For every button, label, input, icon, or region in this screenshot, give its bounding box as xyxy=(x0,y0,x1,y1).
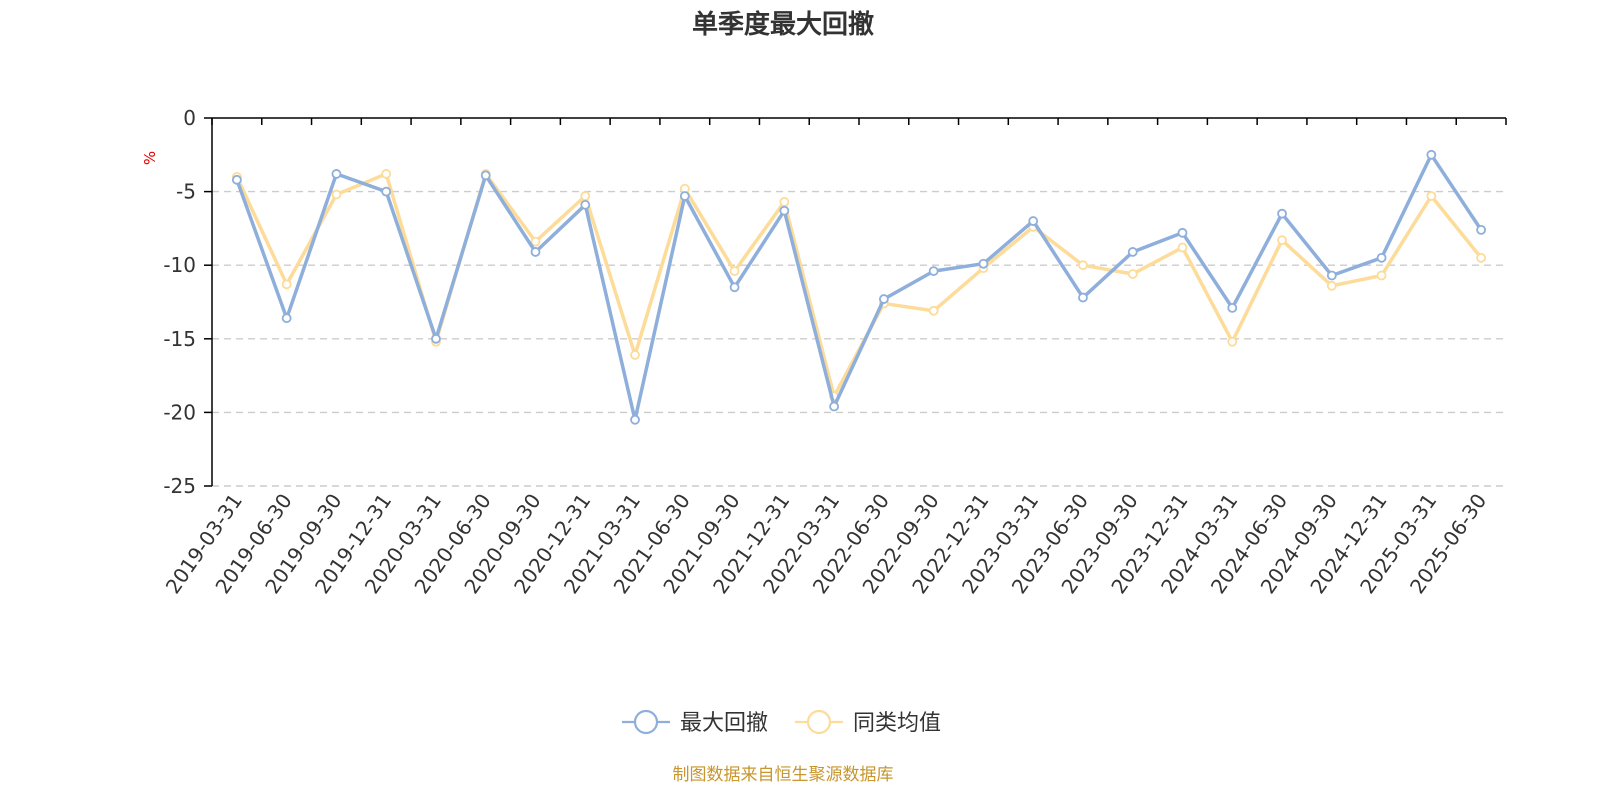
legend-item-1[interactable]: 最大回撤 xyxy=(622,709,768,736)
axes xyxy=(204,117,1507,487)
data-point xyxy=(1426,191,1437,201)
data-point xyxy=(729,282,740,293)
data-point xyxy=(829,401,840,412)
data-point xyxy=(530,236,541,247)
y-axis-tick-labels: 0 -5 -10 -15 -20 -25 xyxy=(163,106,196,498)
data-point xyxy=(1326,270,1337,281)
data-source-note: 制图数据来自恒生聚源数据库 xyxy=(673,765,894,785)
data-point xyxy=(231,174,242,185)
y-tick-label: -25 xyxy=(163,474,196,498)
legend-label: 同类均值 xyxy=(853,711,941,736)
data-point xyxy=(1476,224,1487,235)
data-point xyxy=(480,170,491,181)
y-tick-label: 0 xyxy=(183,106,196,130)
data-point xyxy=(779,197,790,207)
data-point xyxy=(1326,280,1337,291)
data-point xyxy=(1376,270,1387,281)
data-point xyxy=(1177,227,1188,238)
data-point xyxy=(630,350,640,360)
data-point xyxy=(978,258,989,269)
series-1 xyxy=(231,149,1487,425)
data-point xyxy=(1227,336,1238,347)
data-point xyxy=(1376,252,1387,263)
series-2 xyxy=(231,169,1487,402)
legend-circle-icon xyxy=(806,709,832,735)
data-point xyxy=(1028,216,1039,226)
legend-circle-icon xyxy=(633,709,659,735)
chart-title: 单季度最大回撤 xyxy=(692,9,874,40)
data-point xyxy=(1127,269,1138,279)
legend-label: 最大回撤 xyxy=(680,711,768,736)
data-point xyxy=(381,186,392,197)
data-point xyxy=(530,247,541,257)
data-point xyxy=(729,266,740,276)
data-point xyxy=(580,191,591,201)
data-point xyxy=(1177,242,1188,253)
data-point xyxy=(281,313,292,324)
y-tick-label: -20 xyxy=(163,400,196,424)
legend[interactable]: 最大回撤 同类均值 xyxy=(622,709,941,736)
data-point xyxy=(331,189,342,200)
legend-item-2[interactable]: 同类均值 xyxy=(795,709,941,736)
data-point xyxy=(1277,235,1287,246)
data-point xyxy=(928,305,939,316)
data-point xyxy=(331,169,342,179)
data-point xyxy=(928,266,939,276)
series-line xyxy=(235,153,1483,422)
data-point xyxy=(1426,149,1437,160)
y-tick-label: -10 xyxy=(163,253,196,277)
data-point xyxy=(1227,302,1238,313)
series-lines xyxy=(231,149,1487,425)
data-point xyxy=(1127,247,1138,257)
data-point xyxy=(431,333,441,344)
y-axis-unit-label: % xyxy=(141,151,159,165)
data-point xyxy=(580,199,591,210)
y-tick-label: -5 xyxy=(176,180,196,204)
data-point xyxy=(281,279,292,290)
data-point xyxy=(779,205,790,216)
series-line xyxy=(235,172,1483,398)
data-point xyxy=(1476,252,1487,263)
data-point xyxy=(679,191,690,201)
data-point xyxy=(1078,292,1088,303)
data-point xyxy=(381,169,392,179)
data-point xyxy=(878,294,889,304)
data-point xyxy=(1277,208,1287,219)
data-point xyxy=(630,414,640,425)
data-point xyxy=(1078,260,1088,271)
y-tick-label: -15 xyxy=(163,327,196,351)
x-axis-tick-labels: 2019-03-312019-06-302019-09-302019-12-31… xyxy=(161,489,1492,598)
